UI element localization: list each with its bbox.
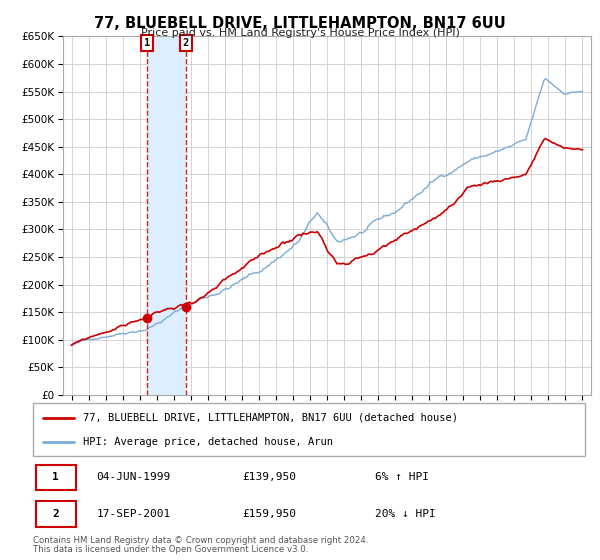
Text: 2: 2 <box>52 508 59 519</box>
Text: Contains HM Land Registry data © Crown copyright and database right 2024.: Contains HM Land Registry data © Crown c… <box>33 536 368 545</box>
Text: £159,950: £159,950 <box>243 508 297 519</box>
Text: Price paid vs. HM Land Registry's House Price Index (HPI): Price paid vs. HM Land Registry's House … <box>140 28 460 38</box>
Text: 1: 1 <box>143 38 150 48</box>
Text: 2: 2 <box>183 38 189 48</box>
Text: 20% ↓ HPI: 20% ↓ HPI <box>375 508 436 519</box>
Text: 04-JUN-1999: 04-JUN-1999 <box>97 473 171 483</box>
Text: 1: 1 <box>52 473 59 483</box>
Text: This data is licensed under the Open Government Licence v3.0.: This data is licensed under the Open Gov… <box>33 545 308 554</box>
Text: HPI: Average price, detached house, Arun: HPI: Average price, detached house, Arun <box>83 437 332 447</box>
Bar <box>147 36 186 395</box>
Text: £139,950: £139,950 <box>243 473 297 483</box>
Text: 6% ↑ HPI: 6% ↑ HPI <box>375 473 429 483</box>
Text: 17-SEP-2001: 17-SEP-2001 <box>97 508 171 519</box>
Text: 77, BLUEBELL DRIVE, LITTLEHAMPTON, BN17 6UU (detached house): 77, BLUEBELL DRIVE, LITTLEHAMPTON, BN17 … <box>83 413 458 423</box>
Bar <box>36 501 76 526</box>
Bar <box>36 465 76 490</box>
Text: 77, BLUEBELL DRIVE, LITTLEHAMPTON, BN17 6UU: 77, BLUEBELL DRIVE, LITTLEHAMPTON, BN17 … <box>94 16 506 31</box>
